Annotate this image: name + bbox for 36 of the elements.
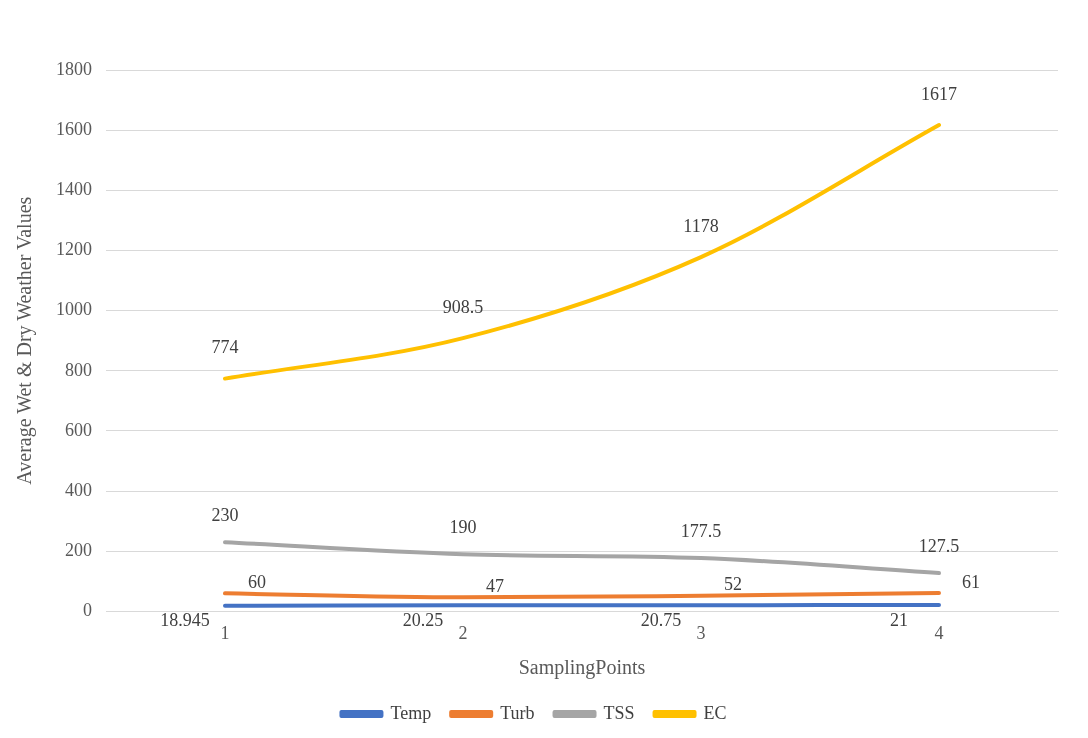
y-tick-label: 1600 xyxy=(56,118,92,139)
legend-label: Turb xyxy=(500,702,535,723)
data-label: 52 xyxy=(724,574,742,595)
y-axis-title: Average Wet & Dry Weather Values xyxy=(13,196,37,485)
y-tick-label: 1800 xyxy=(56,58,92,79)
data-label: 21 xyxy=(890,609,908,630)
data-label: 47 xyxy=(486,576,504,596)
legend-label: EC xyxy=(703,702,727,723)
data-label: 20.25 xyxy=(402,610,444,631)
data-label: 18.945 xyxy=(160,610,210,631)
data-label: 774 xyxy=(211,337,239,358)
y-tick-label: 200 xyxy=(65,539,92,560)
legend-label: Temp xyxy=(390,702,432,723)
y-tick-label: 800 xyxy=(65,359,92,380)
data-label: 61 xyxy=(962,571,980,592)
x-axis-title: SamplingPoints xyxy=(518,656,646,680)
data-label: 908.5 xyxy=(442,296,484,317)
x-tick-label: 4 xyxy=(934,622,944,643)
data-label: 127.5 xyxy=(918,535,960,556)
data-label: 1178 xyxy=(683,215,719,236)
data-label: 190 xyxy=(449,516,477,537)
data-label: 20.75 xyxy=(640,609,682,630)
x-tick-label: 1 xyxy=(220,622,230,643)
y-tick-label: 600 xyxy=(65,419,92,440)
legend-label: TSS xyxy=(603,702,635,723)
data-label: 177.5 xyxy=(680,520,722,541)
data-label: 1617 xyxy=(921,83,957,104)
data-label: 230 xyxy=(211,504,239,525)
y-tick-label: 0 xyxy=(83,600,92,621)
y-tick-label: 1200 xyxy=(56,239,92,260)
y-tick-label: 1400 xyxy=(56,179,92,200)
y-tick-label: 1000 xyxy=(56,299,92,320)
x-tick-label: 2 xyxy=(458,622,468,643)
y-tick-label: 400 xyxy=(65,479,92,500)
x-tick-label: 3 xyxy=(696,622,706,643)
data-label: 60 xyxy=(248,572,266,593)
